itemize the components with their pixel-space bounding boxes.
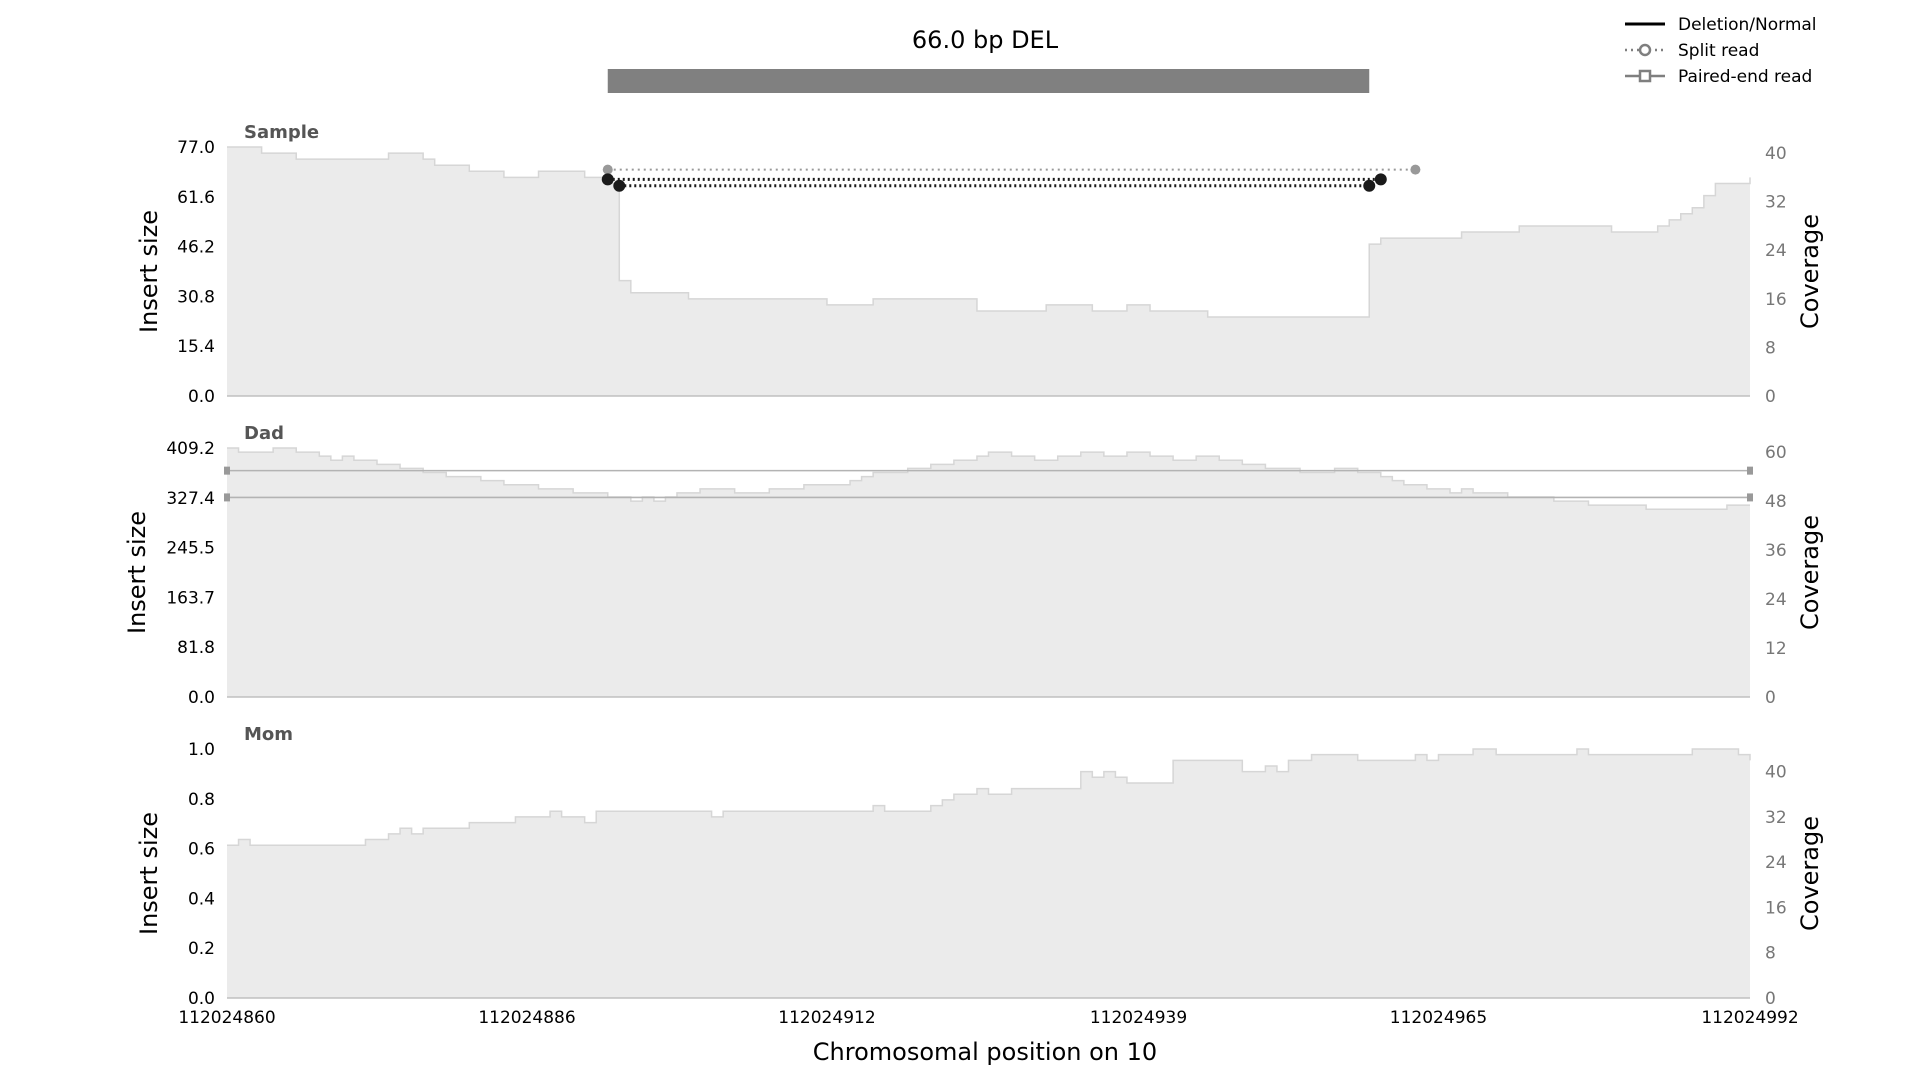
y2-axis-label: Coverage [1796, 515, 1824, 630]
x-tick-label: 112024912 [778, 1008, 875, 1028]
y-axis-label: Insert size [123, 511, 151, 634]
y2-tick-label: 12 [1765, 639, 1787, 659]
y2-tick-label: 0 [1765, 688, 1776, 708]
panel-name: Mom [244, 724, 293, 745]
y-tick-label: 1.0 [188, 740, 215, 760]
y2-tick-label: 16 [1765, 898, 1787, 918]
y-tick-label: 15.4 [177, 337, 215, 357]
y2-tick-label: 0 [1765, 387, 1776, 407]
paired-end-read-start [224, 493, 230, 502]
y-tick-label: 245.5 [166, 539, 215, 559]
variant-bar [607, 69, 1370, 93]
y2-tick-label: 32 [1765, 193, 1787, 213]
coverage-line-dad [227, 447, 1750, 510]
y-tick-label: 77.0 [177, 138, 215, 158]
y2-axis-label: Coverage [1796, 214, 1824, 329]
coverage-line-mom [227, 748, 1751, 846]
split-read-end [1410, 164, 1421, 175]
y2-tick-label: 40 [1765, 763, 1787, 783]
y2-tick-label: 60 [1765, 443, 1787, 463]
x-axis: 112024860 112024886 112024912 112024939 1120… [178, 1008, 1798, 1028]
y2-tick-label: 24 [1765, 853, 1787, 873]
legend-label-paired-end-read: Paired-end read [1678, 67, 1812, 87]
y-tick-label: 0.0 [188, 688, 215, 708]
y2-tick-label: 16 [1765, 290, 1787, 310]
y2-tick-label: 8 [1765, 338, 1776, 358]
paired-end-read-start [224, 466, 230, 475]
y2-tick-label: 48 [1765, 492, 1787, 512]
x-tick-label: 112024886 [478, 1008, 575, 1028]
y-axis-label: Insert size [135, 210, 163, 333]
panel-name: Sample [244, 122, 319, 143]
y2-tick-label: 32 [1765, 808, 1787, 828]
paired-end-read-end [1747, 466, 1753, 475]
y-tick-label: 30.8 [177, 287, 215, 307]
y-tick-label: 0.4 [188, 889, 215, 909]
legend-item-split-read: Split read [1625, 41, 1759, 61]
legend-item-deletion-normal: Deletion/Normal [1625, 15, 1817, 35]
coverage-area-sample [227, 147, 1750, 396]
y2-tick-label: 24 [1765, 241, 1787, 261]
x-tick-label: 112024860 [178, 1008, 275, 1028]
y2-tick-label: 40 [1765, 144, 1787, 164]
y2-tick-label: 8 [1765, 944, 1776, 964]
y-tick-label: 0.0 [188, 989, 215, 1009]
coverage-line-sample [227, 146, 1751, 318]
y-tick-label: 0.8 [188, 790, 215, 810]
x-tick-label: 112024992 [1701, 1008, 1798, 1028]
split-read-start [601, 173, 614, 186]
y-tick-label: 46.2 [177, 238, 215, 258]
x-tick-label: 112024939 [1090, 1008, 1187, 1028]
split-read-start [602, 164, 613, 175]
y2-tick-label: 24 [1765, 590, 1787, 610]
split-read-end [1374, 173, 1387, 186]
y-tick-label: 0.2 [188, 939, 215, 959]
x-axis-label: Chromosomal position on 10 [813, 1038, 1157, 1066]
panel-name: Dad [244, 423, 284, 444]
split-read-end [1363, 179, 1376, 192]
y-tick-label: 409.2 [166, 439, 215, 459]
y-tick-label: 0.6 [188, 840, 215, 860]
legend: Deletion/Normal Split read Paired-end re… [1625, 15, 1817, 87]
x-tick-label: 112024965 [1390, 1008, 1487, 1028]
y2-tick-label: 0 [1765, 989, 1776, 1009]
y-tick-label: 163.7 [166, 588, 215, 608]
y-axis-label: Insert size [135, 812, 163, 935]
y2-axis-label: Coverage [1796, 816, 1824, 931]
y2-tick-label: 36 [1765, 541, 1787, 561]
chart-title: 66.0 bp DEL [912, 26, 1059, 54]
panel-mom: Mom 0.0 0.2 0.4 0.6 0.8 1.0 0 8 16 24 32 40 Insert si… [135, 724, 1824, 1009]
y-tick-label: 61.6 [177, 188, 215, 208]
coverage-area-dad [227, 448, 1750, 697]
split-read-start [613, 179, 626, 192]
y-tick-label: 0.0 [188, 387, 215, 407]
panels: Sample 0.0 15.4 30.8 46.2 61.6 77.0 0 8 16 24 32 40 I… [123, 122, 1824, 1009]
legend-label-split-read: Split read [1678, 41, 1759, 61]
y-tick-label: 81.8 [177, 638, 215, 658]
panel-dad: Dad 0.0 81.8 163.7 245.5 327.4 409.2 0 12 24 36 48 6… [123, 423, 1824, 708]
y-tick-label: 327.4 [166, 489, 215, 509]
legend-item-paired-end-read: Paired-end read [1625, 67, 1812, 87]
coverage-area-mom [227, 749, 1750, 998]
panel-sample: Sample 0.0 15.4 30.8 46.2 61.6 77.0 0 8 16 24 32 40 I… [135, 122, 1824, 407]
legend-label-deletion-normal: Deletion/Normal [1678, 15, 1817, 35]
paired-end-read-end [1747, 493, 1753, 502]
